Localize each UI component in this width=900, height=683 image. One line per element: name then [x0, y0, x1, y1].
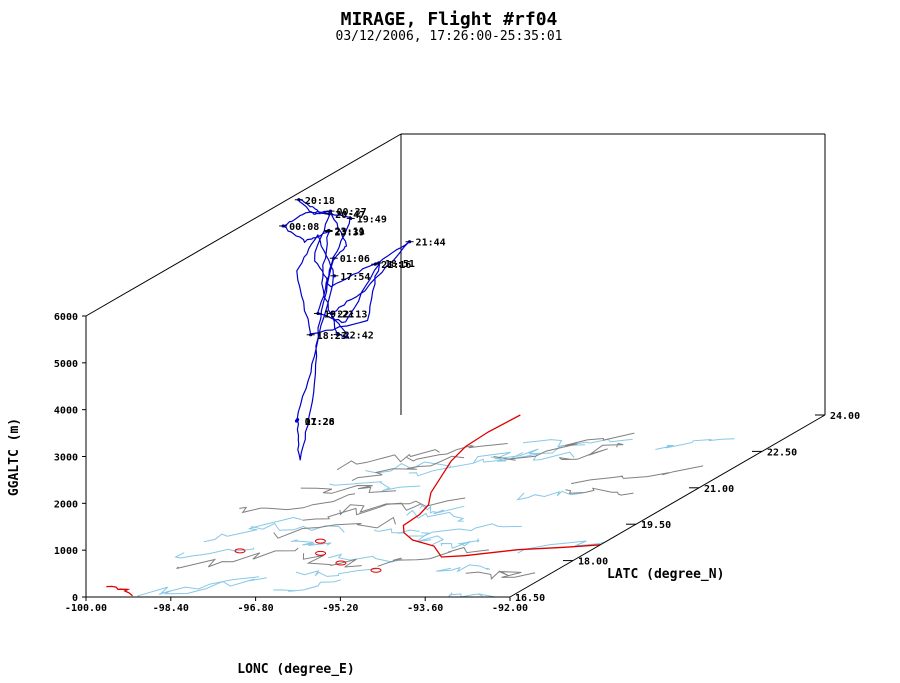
river-line: [408, 523, 522, 537]
time-label: 19:49: [357, 214, 387, 225]
river-line: [440, 538, 480, 549]
lake-outline: [314, 538, 326, 544]
y-tick-label: 18.00: [578, 557, 608, 568]
coastline: [402, 414, 601, 558]
time-label: 00:08: [289, 222, 319, 233]
time-label: 18:51: [385, 259, 415, 270]
box-edge: [509, 414, 826, 598]
z-tick-label: 4000: [54, 406, 78, 417]
river-line: [373, 528, 420, 534]
river-line: [419, 504, 465, 515]
border-line: [565, 487, 634, 496]
plot-box: [85, 133, 826, 598]
border-line: [336, 449, 440, 471]
border-line: [302, 553, 362, 568]
chart-title: MIRAGE, Flight #rf04: [341, 9, 558, 30]
river-line: [328, 553, 403, 563]
landing-time-label: 17:26: [305, 417, 335, 428]
time-label: 01:06: [340, 254, 370, 265]
lake-outline: [315, 550, 327, 556]
river-line: [137, 576, 259, 598]
border-line: [239, 493, 356, 514]
y-tick-label: 24.00: [830, 411, 860, 422]
time-label: 18:23: [317, 331, 347, 342]
lake-outline: [234, 548, 246, 554]
time-label: 19:21: [324, 309, 354, 320]
time-label: 22:42: [344, 331, 374, 342]
x-tick-label: -95.20: [322, 603, 358, 614]
time-label: 21:44: [416, 238, 446, 249]
map-features: [106, 414, 735, 598]
border-line: [300, 484, 397, 494]
x-axis-label: LONC (degree_E): [237, 662, 354, 677]
time-label: 21:16: [381, 260, 411, 271]
river-line: [490, 451, 575, 462]
z-tick-label: 5000: [54, 359, 78, 370]
border-line: [406, 443, 508, 462]
river-line: [516, 490, 584, 501]
time-label: 17:54: [340, 272, 370, 283]
river-line: [158, 577, 267, 595]
river-line: [406, 509, 465, 522]
river-line: [295, 568, 378, 577]
river-line: [273, 579, 342, 592]
river-line: [415, 532, 445, 546]
border-line: [176, 547, 299, 569]
y-tick-label: 19.50: [641, 520, 671, 531]
z-tick-label: 6000: [54, 312, 78, 323]
x-tick-label: -96.80: [238, 603, 274, 614]
z-tick-label: 3000: [54, 453, 78, 464]
time-label: 22:13: [337, 309, 367, 320]
river-line: [365, 461, 452, 474]
time-label: 20:47: [335, 210, 365, 221]
landing-time-label: 01:28: [305, 417, 335, 428]
axis-ticks: -100.00 -98.40 -96.80 -95.20 -93.60 -92.0016.…: [54, 312, 860, 614]
river-line: [448, 592, 496, 598]
border-line: [558, 442, 624, 461]
time-label: 23:11: [335, 226, 365, 237]
river-line: [290, 539, 332, 546]
river-line: [251, 522, 345, 533]
lake-outline: [335, 560, 347, 566]
river-line: [203, 516, 302, 543]
x-tick-label: -98.40: [153, 603, 189, 614]
border-line: [493, 432, 635, 461]
x-tick-label: -92.00: [492, 603, 528, 614]
border-line: [339, 497, 466, 516]
river-line: [329, 481, 421, 492]
border-line: [465, 570, 536, 580]
z-tick-label: 0: [72, 593, 78, 604]
river-line: [655, 438, 735, 450]
river-line: [408, 451, 524, 477]
border-line: [571, 465, 704, 485]
border-line: [351, 455, 465, 482]
lake-outline: [370, 567, 382, 573]
y-tick-label: 21.00: [704, 484, 734, 495]
river-line: [436, 564, 491, 573]
border-line: [273, 516, 396, 539]
z-axis-label: GGALTC (m): [7, 418, 22, 496]
y-tick-label: 16.50: [515, 593, 545, 604]
river-line: [522, 438, 633, 448]
border-line: [377, 546, 489, 567]
time-label: 20:18: [305, 196, 335, 207]
y-tick-label: 22.50: [767, 447, 797, 458]
time-label: 23:39: [335, 227, 365, 238]
x-tick-label: -93.60: [407, 603, 443, 614]
box-edge: [85, 133, 402, 317]
time-label: 00:37: [337, 207, 367, 218]
time-marker: [295, 417, 300, 422]
coastline-pacific: [106, 585, 133, 597]
chart-subtitle: 03/12/2006, 17:26:00-25:35:01: [336, 29, 563, 44]
y-axis-label: LATC (degree_N): [607, 567, 724, 582]
river-line: [472, 444, 586, 464]
z-tick-label: 2000: [54, 499, 78, 510]
x-tick-label: -100.00: [65, 603, 107, 614]
border-line: [302, 502, 422, 521]
z-tick-label: 1000: [54, 546, 78, 557]
